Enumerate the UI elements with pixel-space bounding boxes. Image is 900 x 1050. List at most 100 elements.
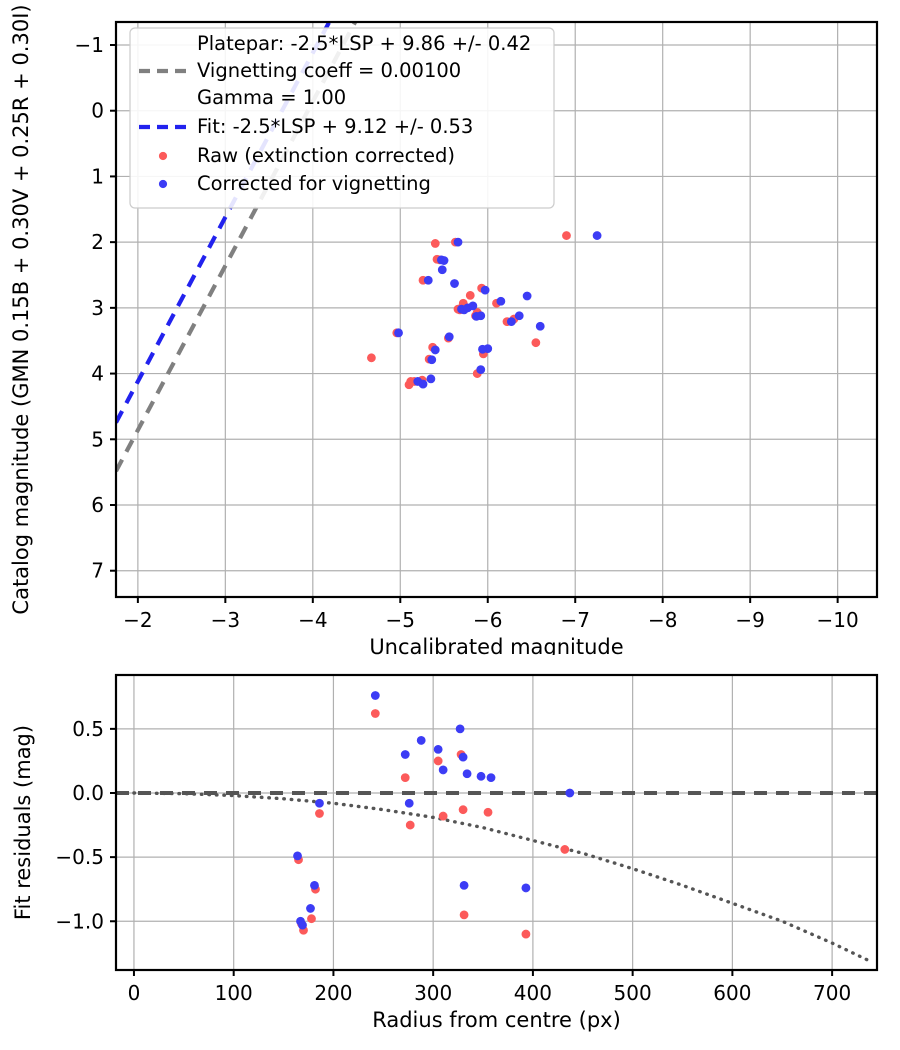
- x-tick-label: 300: [414, 981, 452, 1005]
- data-point: [496, 296, 506, 306]
- data-point: [476, 365, 486, 375]
- data-point: [562, 231, 571, 240]
- x-tick-label: −2: [123, 608, 152, 632]
- legend: Platepar: -2.5*LSP + 9.86 +/- 0.42 Vignet…: [129, 27, 555, 209]
- data-point: [476, 771, 486, 781]
- fit-residuals-chart: 0 100 200 300 400 500 600 700 0.5 0.0 −0.5 −1.0 Radi…: [11, 673, 879, 1032]
- x-tick-label: 200: [314, 981, 352, 1005]
- data-point: [427, 355, 437, 365]
- data-point: [416, 736, 426, 745]
- data-point: [405, 820, 415, 830]
- y-tick-label: 6: [91, 493, 104, 517]
- x-tick-label: −9: [735, 608, 764, 632]
- legend-label: Fit: -2.5*LSP + 9.12 +/- 0.53: [197, 115, 473, 138]
- data-point: [453, 237, 463, 247]
- x-tick-label: −8: [648, 608, 677, 632]
- data-point: [423, 275, 433, 285]
- data-point: [521, 929, 531, 939]
- data-point: [367, 353, 376, 363]
- legend-fit-line: Fit: -2.5*LSP + 9.12 +/- 0.53: [139, 115, 473, 138]
- legend-corrected-points: Corrected for vignetting: [158, 172, 431, 195]
- data-point: [458, 752, 468, 762]
- x-axis-label: Uncalibrated magnitude: [369, 635, 623, 655]
- data-point: [450, 279, 459, 288]
- data-point: [521, 883, 531, 893]
- y-tick-label: 0.5: [72, 717, 104, 741]
- data-point: [535, 321, 545, 331]
- data-point: [592, 231, 602, 240]
- data-point: [486, 773, 496, 783]
- y-tick-label: 0: [91, 99, 104, 123]
- data-point: [433, 756, 443, 766]
- data-point: [437, 265, 447, 275]
- data-point: [426, 374, 436, 384]
- fit-residuals-panel: 0 100 200 300 400 500 600 700 0.5 0.0 −0.5 −1.0 Radi…: [0, 655, 900, 1050]
- legend-raw-points: Raw (extinction corrected): [158, 144, 455, 167]
- legend-dot-red-icon: [158, 151, 168, 161]
- legend-label: Gamma = 1.00: [197, 86, 346, 109]
- legend-dot-blue-icon: [158, 179, 168, 189]
- data-point: [438, 811, 448, 821]
- reference-lines: [116, 791, 877, 962]
- x-tick-label: 600: [713, 981, 751, 1005]
- data-point: [480, 285, 490, 295]
- axes: 0 100 200 300 400 500 600 700 0.5 0.0 −0.5 −1.0: [55, 673, 879, 1005]
- legend-label: Corrected for vignetting: [197, 172, 431, 195]
- y-tick-label: −1: [75, 33, 104, 57]
- grid-lines: [116, 675, 877, 970]
- x-tick-label: 500: [614, 981, 652, 1005]
- data-point: [531, 338, 541, 348]
- data-point: [483, 807, 493, 817]
- data-point: [293, 851, 302, 861]
- photometry-calibration-chart: −2 −3 −4 −5 −6 −7 −8 −9 −10−101234567Uncalibrate…: [9, 4, 879, 655]
- series-corrected: [394, 231, 602, 389]
- platepar-line: [116, 22, 358, 473]
- y-axis-label: Fit residuals (mag): [11, 725, 35, 920]
- x-tick-label: 0: [128, 981, 141, 1005]
- photometry-calibration-panel: −2 −3 −4 −5 −6 −7 −8 −9 −10 −1 0 1 2 3 4 5 6 7 Uncalibrate…: [9, 4, 879, 655]
- y-tick-label: 2: [91, 230, 104, 254]
- y-tick-label: 5: [91, 427, 104, 451]
- y-tick-label: 7: [91, 559, 104, 583]
- data-point: [439, 256, 449, 265]
- data-point: [306, 904, 315, 913]
- data-point: [459, 910, 469, 920]
- y-tick-label: −0.5: [55, 845, 104, 869]
- data-point: [514, 311, 524, 321]
- legend-gamma: Gamma = 1.00: [197, 86, 346, 109]
- series-corrected: [293, 691, 575, 930]
- data-point: [433, 744, 443, 754]
- x-axis-label: Radius from centre (px): [372, 1008, 621, 1032]
- legend-platepar-line: Vignetting coeff = 0.00100: [139, 59, 461, 82]
- data-point: [310, 880, 319, 890]
- scatter-points: [367, 231, 602, 390]
- data-point: [506, 317, 516, 327]
- data-point: [458, 805, 468, 815]
- y-axis-label: Catalog magnitude (GMN 0.15B + 0.30V + 0…: [9, 4, 33, 614]
- x-tick-label: 700: [813, 981, 851, 1005]
- data-point: [565, 788, 575, 798]
- data-point: [522, 291, 532, 301]
- data-point: [418, 379, 428, 389]
- x-tick-label: −10: [817, 608, 859, 632]
- data-point: [370, 709, 380, 718]
- legend-label: Raw (extinction corrected): [197, 144, 455, 167]
- legend-label: Vignetting coeff = 0.00100: [197, 59, 461, 82]
- data-point: [455, 724, 465, 734]
- data-point: [315, 798, 324, 808]
- x-tick-label: −6: [473, 608, 502, 632]
- data-point: [478, 344, 487, 354]
- data-point: [400, 750, 410, 759]
- data-point: [462, 769, 472, 779]
- x-tick-label: −3: [211, 608, 240, 632]
- data-point: [430, 239, 440, 248]
- x-tick-label: −4: [298, 608, 327, 632]
- residual-points: [293, 691, 575, 939]
- data-point: [298, 920, 307, 930]
- data-point: [438, 765, 448, 775]
- y-tick-label: 1: [91, 164, 104, 188]
- data-point: [400, 773, 410, 783]
- y-tick-label: 4: [91, 362, 104, 386]
- data-point: [465, 290, 475, 300]
